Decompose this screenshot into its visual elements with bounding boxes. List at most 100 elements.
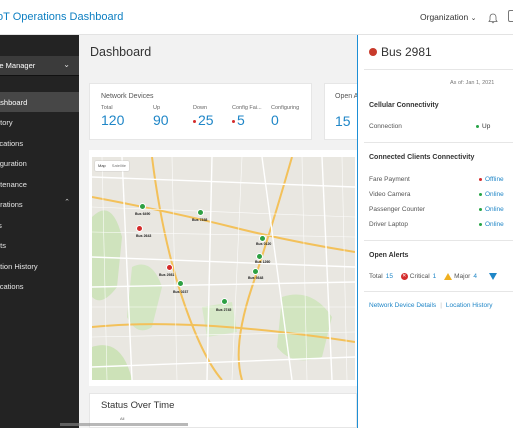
sidebar-item-location-history[interactable]: ation History xyxy=(0,256,79,276)
panel-links: Network Device Details | Location History xyxy=(369,302,493,309)
client-label: Passenger Counter xyxy=(369,206,426,213)
bus-marker[interactable] xyxy=(166,264,173,271)
bus-marker[interactable] xyxy=(221,298,228,305)
bus-marker[interactable] xyxy=(139,203,146,210)
bus-marker[interactable] xyxy=(136,225,143,232)
alerts-summary: Total 15 ✕ Critical 1 Major 4 xyxy=(369,273,497,280)
location-history-link[interactable]: Location History xyxy=(445,302,493,309)
bus-marker[interactable] xyxy=(256,253,263,260)
sidebar-item-label: ts xyxy=(0,221,2,230)
minor-icon xyxy=(488,273,497,280)
organization-label: Organization xyxy=(420,12,469,22)
satellite-tab[interactable]: Satellite xyxy=(111,163,127,168)
metric-value: 90 xyxy=(153,112,169,128)
bus-label: Bus 7338 xyxy=(192,218,208,222)
major-count[interactable]: 4 xyxy=(473,273,477,281)
main-content: Dashboard Network Devices Total 120 Up 9… xyxy=(79,35,364,428)
network-device-details-link[interactable]: Network Device Details xyxy=(369,302,437,309)
client-label: Video Camera xyxy=(369,191,411,198)
map[interactable]: Map Satellite Bus 6490 Bus 7338 Bus 2643… xyxy=(92,157,355,380)
chevron-down-icon: ⌄ xyxy=(63,60,70,69)
client-status: Online xyxy=(479,221,504,228)
network-devices-card: Network Devices Total 120 Up 90 Down 25 … xyxy=(89,83,312,140)
top-bar: oT Operations Dashboard Organization ⌄ xyxy=(0,0,513,35)
metric-config-failed[interactable]: Config Fai... 5 xyxy=(232,105,262,128)
panel-title: Bus 2981 xyxy=(369,45,432,59)
sidebar-item-operations[interactable]: erations ⌃ xyxy=(0,194,79,214)
client-label: Fare Payment xyxy=(369,176,410,183)
sidebar-item-inventory[interactable]: ntory xyxy=(0,112,79,132)
warning-icon xyxy=(444,273,453,280)
divider xyxy=(364,69,513,70)
client-value: Online xyxy=(485,221,504,228)
status-dot xyxy=(369,48,377,56)
sidebar-item-label: ashboard xyxy=(0,98,28,107)
bus-label: Bus 0120 xyxy=(256,242,272,246)
metric-value: 15 xyxy=(335,113,351,129)
total-count[interactable]: 15 xyxy=(385,273,393,281)
metric-up[interactable]: Up 90 xyxy=(153,105,169,128)
cellular-connectivity-title: Cellular Connectivity xyxy=(369,102,439,109)
critical-label: Critical xyxy=(409,273,430,281)
sidebar-item-label: fications xyxy=(0,282,24,291)
app-title: oT Operations Dashboard xyxy=(0,11,124,23)
bus-marker[interactable] xyxy=(259,235,266,242)
metric-open-alerts[interactable]: 15 xyxy=(335,112,351,129)
sidebar-item-dashboard[interactable]: ashboard xyxy=(0,92,79,112)
selector-label: ice Manager xyxy=(0,61,36,70)
page-title: Dashboard xyxy=(90,45,152,59)
bus-label: Bus 2745 xyxy=(216,308,232,312)
status-filter-label: All xyxy=(120,416,125,421)
device-manager-selector[interactable]: ice Manager ⌄ xyxy=(0,56,79,76)
metric-configuring[interactable]: Configuring 0 xyxy=(271,105,299,128)
user-icon[interactable] xyxy=(508,10,513,22)
sidebar-item-label: ntory xyxy=(0,118,13,127)
link-separator: | xyxy=(440,302,442,309)
bus-label: Bus 0237 xyxy=(173,290,189,294)
open-alerts-title: Open Alerts xyxy=(369,252,409,259)
critical-count[interactable]: 1 xyxy=(432,273,437,281)
sidebar-item-label: ation History xyxy=(0,262,38,271)
metric-total[interactable]: Total 120 xyxy=(101,105,124,128)
bell-icon[interactable] xyxy=(488,11,498,29)
bus-detail-panel: Bus 2981 As of: Jan 1, 2021 Cellular Con… xyxy=(357,35,513,428)
bus-marker[interactable] xyxy=(252,268,259,275)
connection-status: Up xyxy=(476,123,490,130)
sidebar-item-label: erations xyxy=(0,200,23,209)
connection-label: Connection xyxy=(369,123,402,130)
map-type-toggle[interactable]: Map Satellite xyxy=(95,161,130,171)
status-dot xyxy=(476,124,479,128)
card-title: Network Devices xyxy=(101,93,154,100)
card-title: Open A xyxy=(335,93,359,100)
clients-connectivity-title: Connected Clients Connectivity xyxy=(369,154,475,161)
status-dot xyxy=(479,192,482,196)
sidebar-item-alerts[interactable]: ts xyxy=(0,215,79,235)
map-canvas xyxy=(92,157,355,380)
organization-dropdown[interactable]: Organization ⌄ xyxy=(420,12,476,22)
sidebar-item-configuration[interactable]: figuration xyxy=(0,153,79,173)
sidebar-item-notifications[interactable]: fications xyxy=(0,276,79,296)
status-dot xyxy=(232,119,235,123)
sidebar-item-events[interactable]: nts xyxy=(0,235,79,255)
chevron-down-icon: ⌄ xyxy=(470,15,477,22)
status-dot xyxy=(479,177,482,181)
sidebar-item-label: nts xyxy=(0,241,7,250)
scrollbar[interactable] xyxy=(60,423,188,426)
total-label: Total xyxy=(369,273,383,281)
metric-value: 0 xyxy=(271,112,279,128)
connection-value: Up xyxy=(482,123,491,130)
client-label: Driver Laptop xyxy=(369,221,409,228)
map-tab[interactable]: Map xyxy=(98,163,106,168)
panel-title-text: Bus 2981 xyxy=(381,45,432,59)
metric-value: 120 xyxy=(101,112,125,128)
bus-label: Bus 2643 xyxy=(136,234,152,238)
bus-marker[interactable] xyxy=(177,280,184,287)
sidebar-item-applications[interactable]: lications xyxy=(0,133,79,153)
major-label: Major xyxy=(454,273,471,281)
bus-marker[interactable] xyxy=(197,209,204,216)
status-dot xyxy=(193,119,196,123)
metric-down[interactable]: Down 25 xyxy=(193,105,214,128)
status-dot xyxy=(479,207,482,211)
